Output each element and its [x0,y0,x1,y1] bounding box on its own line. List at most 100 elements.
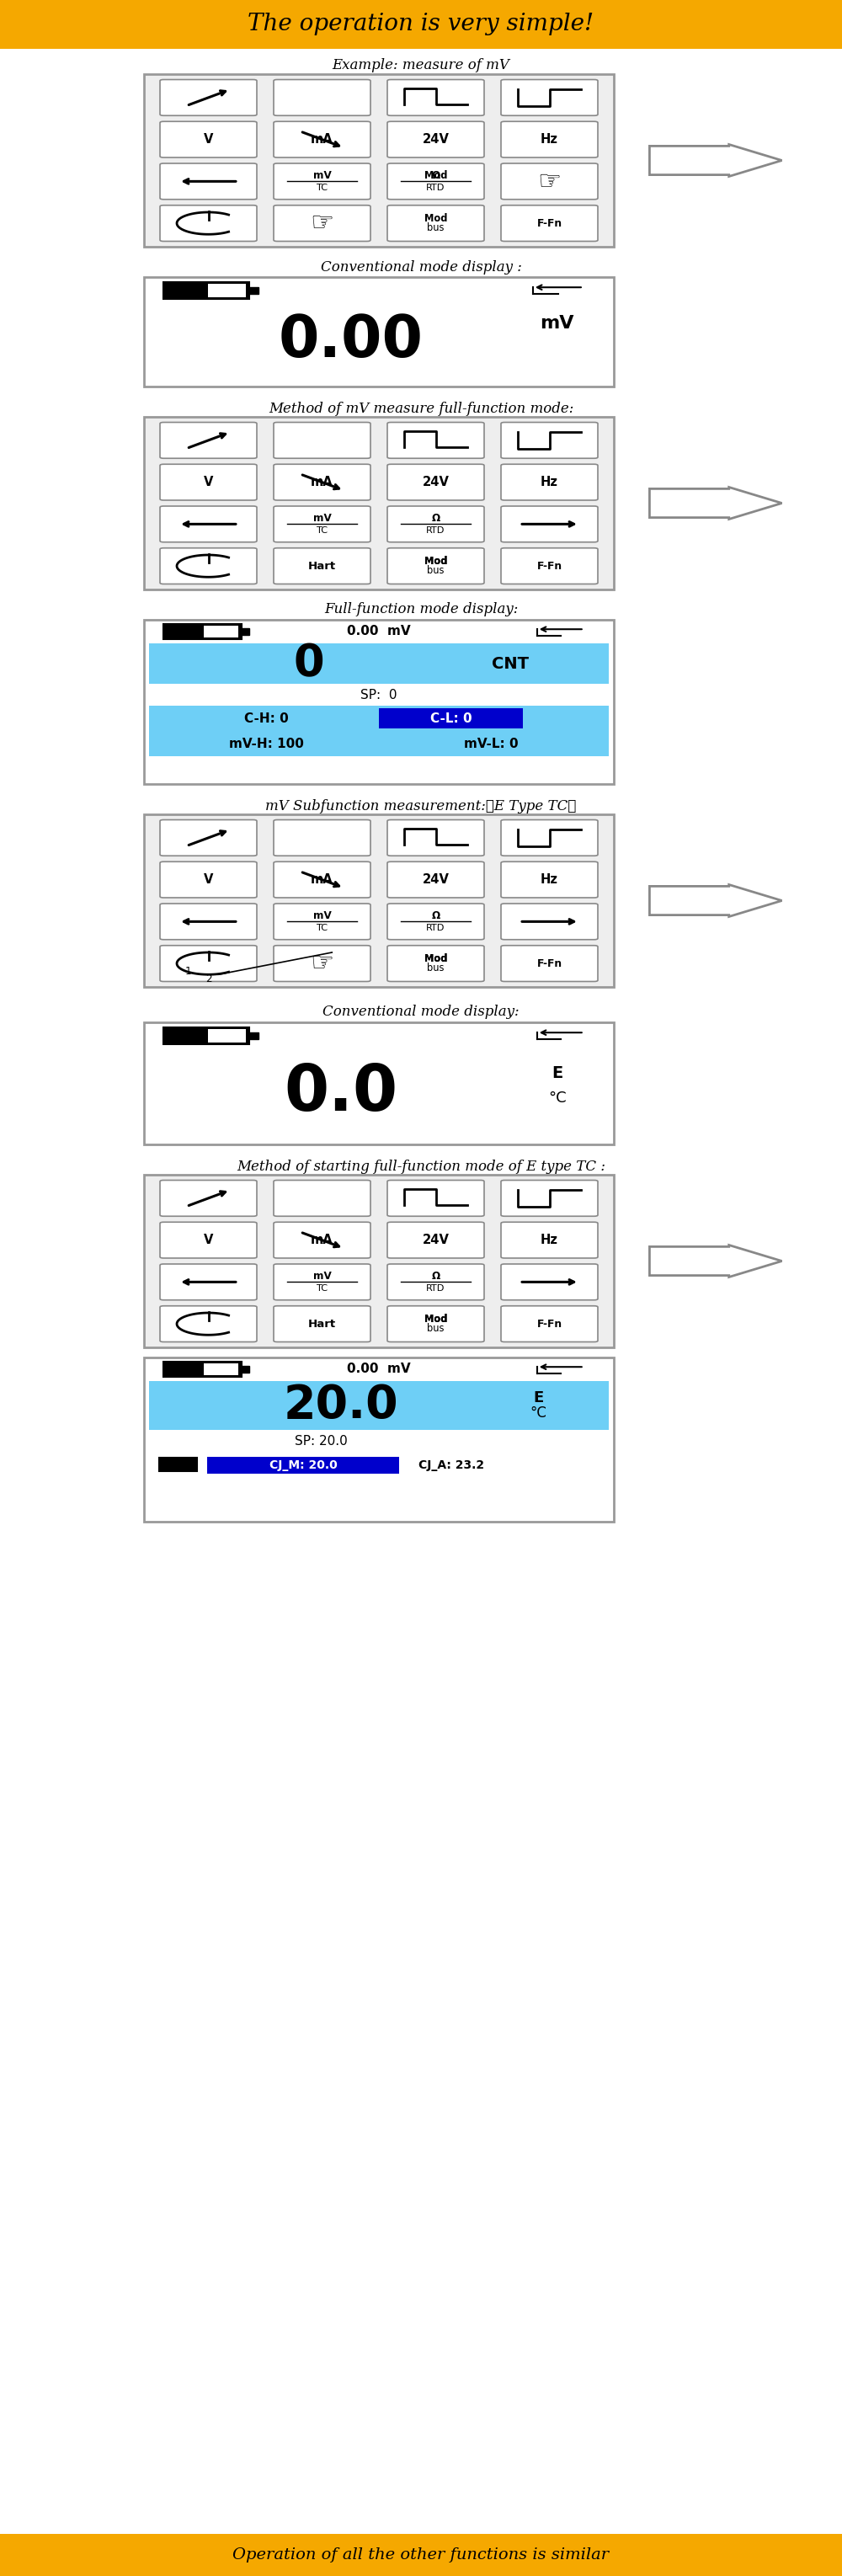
FancyBboxPatch shape [274,1306,370,1342]
Text: E: E [533,1391,544,1406]
Text: Mod: Mod [424,556,447,567]
Text: 24V: 24V [423,477,449,489]
FancyBboxPatch shape [501,904,598,940]
Bar [163,1363,242,1376]
FancyBboxPatch shape [501,1221,598,1257]
Text: Conventional mode display :: Conventional mode display : [321,260,521,273]
Bar [163,1028,249,1043]
Text: Conventional mode display:: Conventional mode display: [322,1005,520,1020]
Text: Hart: Hart [308,1319,336,1329]
FancyBboxPatch shape [274,1221,370,1257]
Text: Ω: Ω [431,170,440,180]
FancyBboxPatch shape [274,1265,370,1301]
Text: Ω: Ω [431,513,440,523]
Text: C-H: 0: C-H: 0 [244,711,289,724]
Bar [208,1028,246,1043]
Bar [144,278,614,386]
Bar [249,286,258,294]
Text: RTD: RTD [426,1283,445,1293]
FancyBboxPatch shape [501,549,598,585]
Bar [0,2535,842,2576]
Text: mA: mA [311,134,333,147]
FancyBboxPatch shape [501,819,598,855]
FancyBboxPatch shape [160,904,257,940]
Text: Mod: Mod [424,953,447,963]
Text: 24V: 24V [423,134,449,147]
Text: V: V [204,1234,213,1247]
Text: Ω: Ω [431,1270,440,1283]
Bar [144,621,614,783]
Text: CNT: CNT [492,654,529,672]
Text: mV-H: 100: mV-H: 100 [229,737,304,750]
FancyBboxPatch shape [387,1180,484,1216]
FancyBboxPatch shape [501,945,598,981]
Bar [149,706,609,732]
FancyBboxPatch shape [387,505,484,541]
Bar [144,1175,614,1347]
Bar [149,644,609,683]
FancyBboxPatch shape [387,1306,484,1342]
Text: Hz: Hz [541,1234,558,1247]
FancyBboxPatch shape [387,863,484,896]
Text: F-Fn: F-Fn [536,1319,562,1329]
FancyBboxPatch shape [274,206,370,242]
FancyBboxPatch shape [387,549,484,585]
FancyBboxPatch shape [387,1265,484,1301]
FancyBboxPatch shape [501,505,598,541]
FancyBboxPatch shape [501,464,598,500]
FancyBboxPatch shape [274,945,370,981]
Text: mV: mV [313,513,331,523]
Text: C-L: 0: C-L: 0 [430,711,472,724]
FancyBboxPatch shape [387,206,484,242]
Bar [163,623,242,639]
Bar [204,1363,238,1376]
Text: ☞: ☞ [537,167,562,193]
FancyBboxPatch shape [160,80,257,116]
Text: 0.00  mV: 0.00 mV [347,1363,411,1376]
Text: 20.0: 20.0 [284,1383,399,1427]
FancyBboxPatch shape [501,80,598,116]
Text: 0.00  mV: 0.00 mV [347,626,411,639]
Text: 0.00: 0.00 [279,312,424,368]
FancyBboxPatch shape [160,505,257,541]
FancyBboxPatch shape [387,80,484,116]
Text: RTD: RTD [426,925,445,933]
Text: E: E [552,1066,562,1082]
Bar [242,1365,249,1373]
FancyBboxPatch shape [160,819,257,855]
FancyBboxPatch shape [501,1306,598,1342]
FancyBboxPatch shape [160,121,257,157]
Text: mV: mV [313,909,331,922]
FancyBboxPatch shape [501,1180,598,1216]
Text: V: V [204,134,213,147]
FancyBboxPatch shape [274,505,370,541]
Bar [0,0,842,49]
Text: °C: °C [548,1090,567,1105]
Text: bus: bus [427,222,445,234]
FancyBboxPatch shape [160,1221,257,1257]
FancyBboxPatch shape [274,1180,370,1216]
FancyBboxPatch shape [274,162,370,198]
Text: bus: bus [427,1324,445,1334]
Text: The operation is very simple!: The operation is very simple! [248,13,594,36]
Text: 0.0: 0.0 [285,1061,398,1123]
Text: 1: 1 [185,966,192,976]
FancyBboxPatch shape [160,464,257,500]
FancyBboxPatch shape [501,121,598,157]
Text: Mod: Mod [424,953,447,963]
Text: Full-function mode display:: Full-function mode display: [324,603,518,616]
Bar [208,283,246,296]
Polygon shape [649,487,782,520]
FancyBboxPatch shape [160,1306,257,1342]
Text: 24V: 24V [423,873,449,886]
Polygon shape [649,1244,782,1278]
Text: Mod: Mod [424,1314,447,1324]
Bar [242,629,249,634]
FancyBboxPatch shape [501,863,598,896]
Text: Method of starting full-function mode of E type TC :: Method of starting full-function mode of… [237,1159,605,1175]
FancyBboxPatch shape [387,1221,484,1257]
Text: bus: bus [427,564,445,577]
Text: TC: TC [316,183,328,191]
Text: F-Fn: F-Fn [536,562,562,572]
Text: mA: mA [311,873,333,886]
